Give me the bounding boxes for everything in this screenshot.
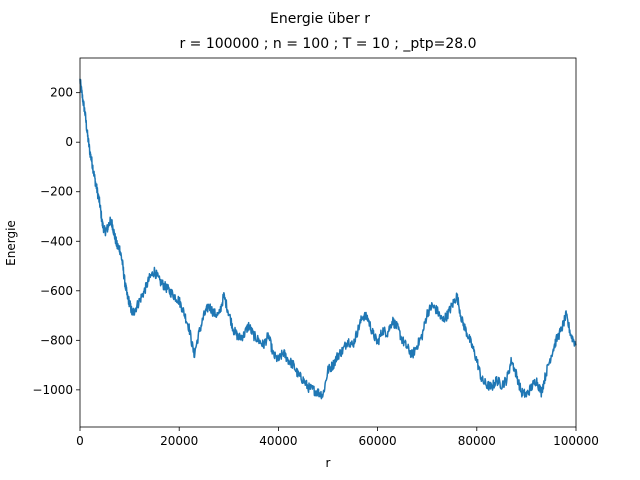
x-tick-label: 20000 (160, 434, 198, 448)
y-tick-label: 0 (65, 135, 73, 149)
y-tick-label: −1000 (32, 383, 73, 397)
y-tick-label: −200 (40, 185, 73, 199)
x-axis: 0 20000 40000 60000 80000 100000 (76, 427, 599, 448)
energy-series-line (79, 78, 577, 400)
plot-area (79, 78, 577, 400)
y-axis: 200 0 −200 −400 −600 −800 −1000 (32, 86, 80, 397)
x-tick-label: 40000 (259, 434, 297, 448)
axes-frame (79, 57, 577, 428)
y-tick-label: −800 (40, 333, 73, 347)
x-tick-label: 0 (76, 434, 84, 448)
y-axis-label: Energie (4, 220, 18, 266)
chart-subtitle: r = 100000 ; n = 100 ; T = 10 ; _ptp=28.… (179, 36, 476, 52)
x-tick-label: 100000 (553, 434, 599, 448)
x-tick-label: 60000 (359, 434, 397, 448)
y-tick-label: 200 (50, 86, 73, 100)
y-tick-label: −400 (40, 234, 73, 248)
chart-title: Energie über r (270, 11, 370, 27)
y-tick-label: −600 (40, 284, 73, 298)
x-axis-label: r (326, 456, 331, 470)
x-tick-label: 80000 (458, 434, 496, 448)
